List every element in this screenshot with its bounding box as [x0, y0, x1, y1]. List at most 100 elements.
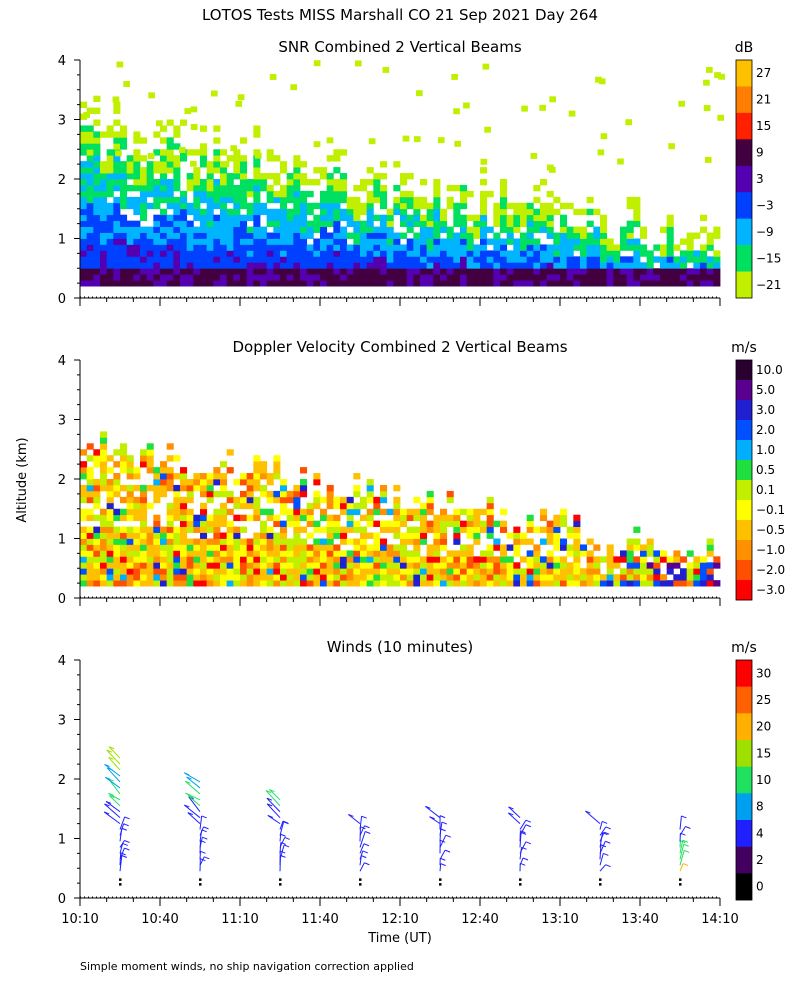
- doppler-cell: [333, 532, 341, 539]
- snr-cell: [713, 250, 721, 257]
- snr-cell: [100, 208, 108, 216]
- doppler-cell: [80, 568, 88, 575]
- snr-cell: [233, 202, 241, 210]
- colorbar-segment: [736, 766, 752, 794]
- snr-cell: [320, 280, 328, 287]
- snr-cell: [540, 256, 548, 263]
- doppler-cell: [486, 556, 494, 563]
- snr-speckle: [454, 140, 461, 147]
- doppler-cell: [293, 538, 301, 545]
- snr-cell: [313, 244, 321, 251]
- doppler-cell: [366, 520, 374, 527]
- doppler-cell: [426, 544, 434, 551]
- snr-cell: [406, 238, 414, 245]
- colorbar-frame: [735, 59, 753, 299]
- snr-cell: [666, 232, 674, 239]
- doppler-cell: [173, 484, 181, 492]
- snr-cell: [406, 268, 414, 275]
- colorbar-label: 9: [756, 146, 764, 160]
- snr-cell: [626, 262, 634, 269]
- snr-cell: [466, 250, 474, 257]
- wind-barb-flag: [109, 795, 115, 799]
- snr-cell: [273, 226, 281, 233]
- snr-cell: [466, 232, 474, 239]
- snr-cell: [540, 274, 548, 281]
- doppler-cell: [140, 562, 148, 569]
- snr-cell: [280, 196, 288, 204]
- doppler-cell: [93, 484, 101, 492]
- snr-cell: [266, 268, 274, 275]
- snr-cell: [526, 232, 534, 239]
- x-tick-label: 13:40: [621, 912, 658, 927]
- wind-barb-flag: [280, 833, 286, 837]
- snr-cell: [80, 220, 88, 227]
- snr-cell: [193, 274, 201, 281]
- snr-speckle: [123, 80, 130, 87]
- doppler-cell: [366, 568, 374, 575]
- doppler-cell: [100, 544, 108, 551]
- doppler-cell: [213, 520, 221, 527]
- snr-cell: [233, 184, 241, 192]
- doppler-cell: [486, 568, 494, 575]
- snr-cell: [300, 202, 308, 210]
- doppler-cell: [266, 580, 274, 587]
- doppler-cell: [373, 580, 381, 587]
- snr-cell: [193, 167, 201, 174]
- snr-cell: [260, 208, 268, 216]
- snr-cell: [280, 268, 288, 275]
- doppler-cell: [513, 532, 521, 539]
- snr-cell: [306, 190, 314, 198]
- snr-cell: [293, 244, 301, 251]
- doppler-cell: [166, 520, 174, 527]
- snr-cell: [320, 190, 328, 198]
- snr-cell: [360, 262, 368, 269]
- snr-cell: [86, 268, 94, 275]
- snr-cell: [193, 244, 201, 251]
- snr-cell: [426, 256, 434, 263]
- snr-cell: [193, 250, 201, 257]
- doppler-cell: [306, 556, 314, 563]
- doppler-cell: [646, 568, 654, 575]
- snr-cell: [426, 274, 434, 281]
- doppler-cell: [200, 580, 208, 587]
- doppler-cell: [100, 562, 108, 569]
- doppler-cell: [293, 580, 301, 587]
- snr-cell: [646, 262, 654, 269]
- doppler-cell: [480, 562, 488, 569]
- doppler-cell: [393, 520, 401, 527]
- snr-cell: [553, 232, 561, 239]
- snr-cell: [526, 262, 534, 269]
- snr-cell: [433, 226, 441, 233]
- doppler-cell: [220, 508, 228, 516]
- snr-cell: [180, 238, 188, 245]
- snr-cell: [533, 262, 541, 269]
- doppler-cell: [360, 538, 368, 545]
- colorbar-segment: [736, 380, 752, 401]
- doppler-cell: [446, 556, 454, 563]
- wind-barb-flag: [104, 763, 110, 767]
- wind-barb-flag: [108, 792, 114, 796]
- wind-barb-flag: [266, 803, 273, 807]
- snr-cell: [353, 196, 361, 204]
- snr-cell: [533, 268, 541, 275]
- snr-cell: [313, 179, 321, 186]
- snr-cell: [533, 274, 541, 281]
- doppler-cell: [186, 580, 194, 587]
- snr-cell: [106, 161, 114, 168]
- doppler-cell: [133, 556, 141, 563]
- doppler-cell: [313, 526, 321, 533]
- doppler-cell: [240, 526, 248, 533]
- doppler-cell: [200, 479, 208, 486]
- snr-speckle: [148, 92, 155, 99]
- doppler-cell: [286, 514, 294, 522]
- snr-cell: [500, 220, 508, 227]
- snr-cell: [86, 208, 94, 216]
- snr-cell: [106, 226, 114, 233]
- snr-cell: [406, 190, 414, 198]
- doppler-cell: [266, 514, 274, 522]
- doppler-cell: [546, 562, 554, 569]
- doppler-cell: [260, 568, 268, 575]
- colorbar-segment: [736, 520, 752, 541]
- doppler-cell: [620, 568, 628, 575]
